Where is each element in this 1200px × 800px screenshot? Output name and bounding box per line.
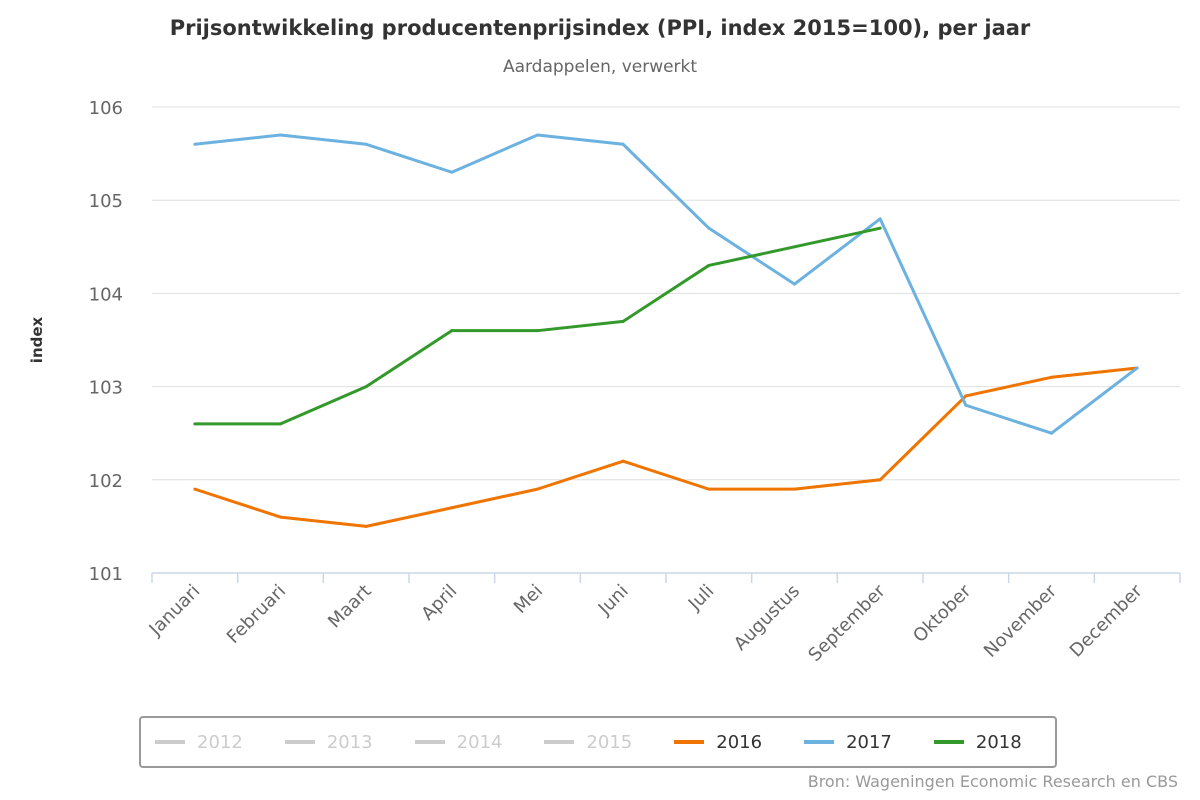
x-tick-label: Januari xyxy=(145,581,205,641)
line-chart: 101 102 103 104 105 106 Januari Februari Maart Ap… xyxy=(89,98,1181,666)
legend-swatch xyxy=(414,740,445,744)
y-tick-label: 103 xyxy=(89,378,123,399)
x-tick-label: Maart xyxy=(324,581,376,633)
x-tick-label: Juli xyxy=(684,581,718,615)
data-point-2016 xyxy=(364,524,368,528)
chart-subtitle: Aardappelen, verwerkt xyxy=(502,57,698,77)
data-point-2016 xyxy=(878,478,882,482)
series-line-2018 xyxy=(194,226,881,426)
data-point-2017 xyxy=(1135,366,1139,370)
data-point-2018 xyxy=(707,263,711,267)
legend-item-2015[interactable]: 2015 xyxy=(544,732,632,753)
legend-item-2012[interactable]: 2012 xyxy=(155,732,243,753)
x-tick-label: Juni xyxy=(594,581,633,620)
y-tick-label: 106 xyxy=(89,98,123,119)
data-point-2018 xyxy=(793,245,796,249)
data-point-2018 xyxy=(450,329,454,333)
data-point-2016 xyxy=(707,487,711,491)
x-tick-label: April xyxy=(417,581,461,625)
data-point-2016 xyxy=(193,487,197,491)
data-point-2017 xyxy=(707,226,711,230)
legend-swatch xyxy=(804,740,835,744)
data-point-2018 xyxy=(364,385,368,389)
data-point-2017 xyxy=(450,170,454,174)
series-line-2016 xyxy=(194,366,1138,528)
x-tick-label: December xyxy=(1066,580,1147,661)
legend-item-2013[interactable]: 2013 xyxy=(284,731,373,753)
data-point-2017 xyxy=(279,133,282,137)
y-tick-label: 105 xyxy=(89,191,123,212)
data-point-2017 xyxy=(193,142,197,146)
data-point-2017 xyxy=(1050,431,1053,435)
data-point-2017 xyxy=(793,282,796,286)
x-tick-label: November xyxy=(980,580,1061,661)
data-point-2017 xyxy=(878,217,882,221)
legend-label: 2018 xyxy=(975,731,1022,753)
x-tick-label: Februari xyxy=(223,581,290,648)
x-tick-label: Mei xyxy=(510,581,547,618)
x-tick-label: September xyxy=(804,580,890,666)
legend-label: 2015 xyxy=(586,731,633,753)
data-point-2017 xyxy=(364,142,368,146)
y-tick-label: 104 xyxy=(89,284,123,305)
data-point-2018 xyxy=(193,422,197,426)
legend: 2012 2013 2014 2015 2016 2017 2018 xyxy=(139,716,1057,768)
legend-label: 2017 xyxy=(846,731,892,753)
legend-item-2016[interactable]: 2016 xyxy=(674,732,762,753)
legend-swatch xyxy=(933,740,964,744)
legend-swatch xyxy=(155,740,185,744)
legend-swatch xyxy=(544,740,575,744)
data-point-2017 xyxy=(536,133,539,137)
series-line-2017 xyxy=(194,133,1139,435)
legend-item-2017[interactable]: 2017 xyxy=(804,732,892,753)
y-tick-label: 102 xyxy=(89,471,123,492)
data-point-2018 xyxy=(536,329,539,333)
data-point-2016 xyxy=(1050,375,1053,379)
data-point-2016 xyxy=(793,487,796,491)
legend-swatch xyxy=(674,740,705,744)
legend-label: 2012 xyxy=(197,731,243,753)
data-point-2016 xyxy=(279,515,282,519)
data-point-2016 xyxy=(964,394,968,398)
x-tick-label: Augustus xyxy=(730,581,804,655)
chart-title: Prijsontwikkeling producentenprijsindex … xyxy=(169,16,1031,40)
source-credit: Bron: Wageningen Economic Research en CB… xyxy=(807,772,1178,791)
legend-item-2014[interactable]: 2014 xyxy=(414,731,503,753)
x-tick-label: Oktober xyxy=(909,580,976,647)
data-point-2016 xyxy=(536,487,539,491)
y-tick-label: 101 xyxy=(89,564,123,585)
legend-label: 2013 xyxy=(326,731,373,753)
data-point-2018 xyxy=(621,319,625,323)
data-point-2016 xyxy=(621,459,625,463)
legend-label: 2014 xyxy=(456,731,503,753)
data-point-2016 xyxy=(450,506,454,510)
legend-item-2018[interactable]: 2018 xyxy=(933,731,1022,753)
data-point-2018 xyxy=(279,422,282,426)
data-point-2017 xyxy=(964,403,968,407)
data-point-2017 xyxy=(621,142,625,146)
legend-label: 2016 xyxy=(716,731,763,753)
legend-swatch xyxy=(284,740,315,744)
data-point-2018 xyxy=(878,226,882,230)
